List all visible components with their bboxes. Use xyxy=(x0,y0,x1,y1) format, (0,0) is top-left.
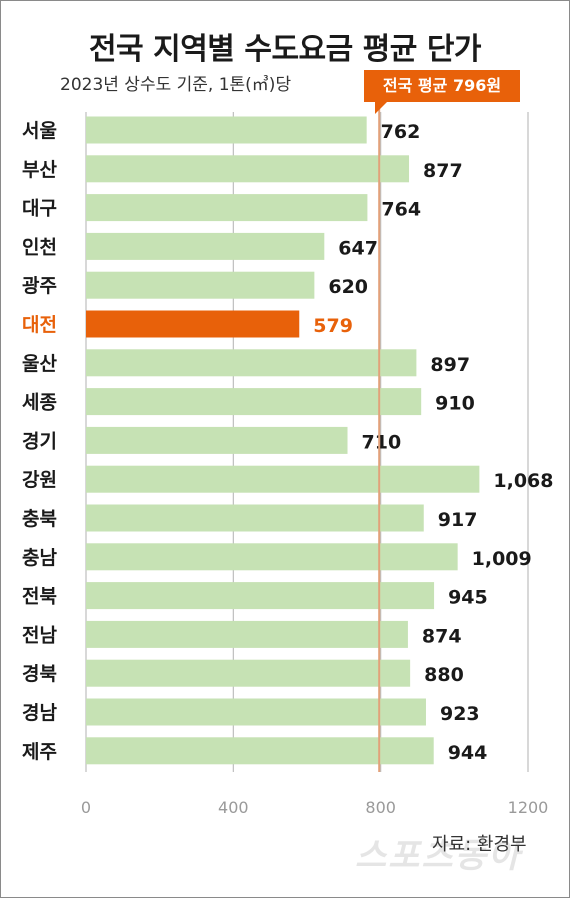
category-label-경남: 경남 xyxy=(22,702,57,724)
category-label-부산: 부산 xyxy=(22,159,57,181)
category-label-대전: 대전 xyxy=(22,314,57,336)
bar-전남 xyxy=(86,620,408,648)
category-label-충북: 충북 xyxy=(22,508,57,530)
average-callout-pointer xyxy=(375,102,387,114)
bar-광주 xyxy=(86,271,315,299)
bar-경기 xyxy=(86,426,348,454)
category-label-대구: 대구 xyxy=(22,198,57,220)
bar-충남 xyxy=(86,543,458,571)
bar-충북 xyxy=(86,504,424,532)
category-label-경북: 경북 xyxy=(22,663,57,685)
x-tick-label-800: 800 xyxy=(365,798,396,817)
value-label-광주: 620 xyxy=(328,276,368,298)
value-label-전남: 874 xyxy=(422,625,462,647)
value-label-대전: 579 xyxy=(313,315,353,337)
value-label-대구: 764 xyxy=(381,199,421,221)
value-label-경북: 880 xyxy=(424,664,464,686)
value-label-전북: 945 xyxy=(448,587,488,609)
value-label-부산: 877 xyxy=(423,160,463,182)
bar-대구 xyxy=(86,194,368,222)
category-label-서울: 서울 xyxy=(22,120,57,142)
x-tick-label-0: 0 xyxy=(81,798,91,817)
category-label-경기: 경기 xyxy=(22,430,57,452)
bar-제주 xyxy=(86,737,434,765)
bar-부산 xyxy=(86,155,410,183)
bar-울산 xyxy=(86,349,417,377)
value-label-울산: 897 xyxy=(430,354,470,376)
x-tick-label-400: 400 xyxy=(218,798,249,817)
bar-서울 xyxy=(86,116,367,144)
bar-세종 xyxy=(86,388,422,416)
average-callout: 전국 평균 796원 xyxy=(364,70,520,102)
bar-강원 xyxy=(86,465,480,493)
category-label-전남: 전남 xyxy=(22,624,57,646)
value-label-인천: 647 xyxy=(338,237,378,259)
watermark-logo: 스포츠동아 xyxy=(355,836,522,876)
category-label-세종: 세종 xyxy=(22,392,57,414)
chart-title: 전국 지역별 수도요금 평균 단가 xyxy=(88,32,482,67)
category-label-충남: 충남 xyxy=(22,547,57,569)
value-label-충남: 1,009 xyxy=(472,548,532,570)
chart-subtitle: 2023년 상수도 기준, 1톤(㎥)당 xyxy=(60,75,292,95)
value-label-세종: 910 xyxy=(435,393,475,415)
category-label-광주: 광주 xyxy=(22,275,57,297)
bar-인천 xyxy=(86,232,325,260)
value-label-서울: 762 xyxy=(381,121,421,143)
bar-대전 xyxy=(86,310,300,338)
bar-경남 xyxy=(86,698,426,726)
category-label-전북: 전북 xyxy=(22,586,57,608)
value-label-경기: 710 xyxy=(362,431,402,453)
category-label-제주: 제주 xyxy=(22,741,57,763)
value-label-강원: 1,068 xyxy=(493,470,553,492)
value-label-제주: 944 xyxy=(448,742,488,764)
source-note: 자료: 환경부 xyxy=(432,834,527,855)
value-label-충북: 917 xyxy=(438,509,478,531)
x-tick-label-1200: 1200 xyxy=(508,798,549,817)
value-label-경남: 923 xyxy=(440,703,480,725)
category-label-울산: 울산 xyxy=(22,353,57,375)
category-label-강원: 강원 xyxy=(22,469,57,491)
category-label-인천: 인천 xyxy=(22,236,57,258)
bar-전북 xyxy=(86,582,435,610)
bar-경북 xyxy=(86,659,411,687)
